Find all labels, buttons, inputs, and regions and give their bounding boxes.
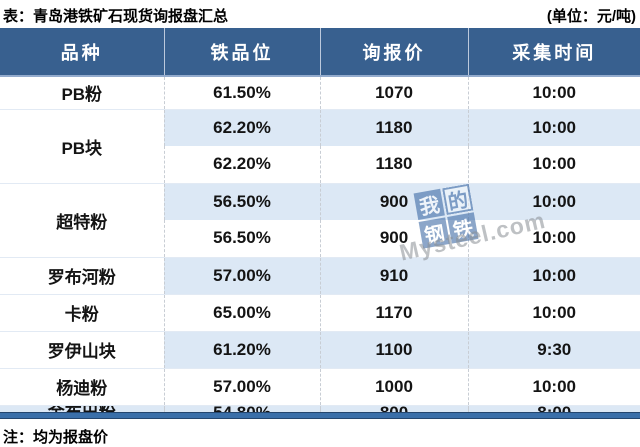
time-cell: 10:00 [467,293,640,331]
variety-cell: 超特粉 [0,182,164,257]
price-cell: 910 [319,256,468,294]
price-cell: 1070 [319,76,468,109]
unit-label: (单位：元/吨) [546,7,636,25]
price-cell: 1000 [319,367,468,405]
time-cell: 10:00 [467,146,640,183]
column-header-time: 采集时间 [467,28,640,77]
header-row: 品种 铁品位 询报价 采集时间 [0,28,640,77]
clipped-row: 金布巴粉 54.80% 800 8:00 [0,404,640,412]
variety-cell: 杨迪粉 [0,367,164,405]
price-cell: 1180 [319,146,468,183]
grade-cell: 56.50% [163,182,320,220]
time-cell: 10:00 [467,220,640,257]
price-cell: 900 [319,182,468,220]
table-row: 62.20% 1180 10:00 [0,146,640,183]
table-row: 超特粉 56.50% 900 10:00 [0,182,640,257]
price-cell: 1180 [319,108,468,146]
grade-cell: 57.00% [163,367,320,405]
grade-cell: 57.00% [163,256,320,294]
grade-cell: 56.50% [163,220,320,257]
page-title: 表：青岛港铁矿石现货询报盘汇总 [3,7,229,25]
time-cell: 10:00 [467,256,640,294]
grade-cell: 61.20% [163,330,320,368]
column-header-variety: 品种 [0,28,164,77]
variety-cell: PB粉 [0,76,164,109]
table-row: 杨迪粉 57.00% 1000 10:00 [0,367,640,405]
table-row: 罗布河粉 57.00% 910 10:00 [0,256,640,294]
variety-cell: 罗伊山块 [0,330,164,368]
price-cell: 900 [319,220,468,257]
table-row: 罗伊山块 61.20% 1100 9:30 [0,330,640,368]
price-cell: 800 [319,404,468,412]
table-bottom-border [0,411,640,419]
column-header-price: 询报价 [319,28,468,77]
footnote: 注：均为报盘价 [3,428,109,446]
variety-cell: 罗布河粉 [0,256,164,294]
time-cell: 10:00 [467,76,640,109]
title-bar: 表：青岛港铁矿石现货询报盘汇总 (单位：元/吨) [0,0,640,28]
grade-cell: 62.20% [163,108,320,146]
table-row: 卡粉 65.00% 1170 10:00 [0,293,640,331]
column-header-grade: 铁品位 [163,28,320,77]
price-table: 品种 铁品位 询报价 采集时间 PB粉 61.50% 1070 10:00 PB… [0,28,640,412]
time-cell: 9:30 [467,330,640,368]
variety-cell: 金布巴粉 [0,404,164,412]
time-cell: 10:00 [467,182,640,220]
grade-cell: 61.50% [163,76,320,109]
table-row: PB粉 61.50% 1070 10:00 [0,76,640,109]
variety-cell: PB块 [0,108,164,183]
variety-cell: 卡粉 [0,293,164,331]
time-cell: 8:00 [467,404,640,412]
grade-cell: 65.00% [163,293,320,331]
price-cell: 1100 [319,330,468,368]
time-cell: 10:00 [467,367,640,405]
table-row: PB块 62.20% 1180 10:00 [0,108,640,183]
grade-cell: 54.80% [163,404,320,412]
time-cell: 10:00 [467,108,640,146]
grade-cell: 62.20% [163,146,320,183]
price-cell: 1170 [319,293,468,331]
